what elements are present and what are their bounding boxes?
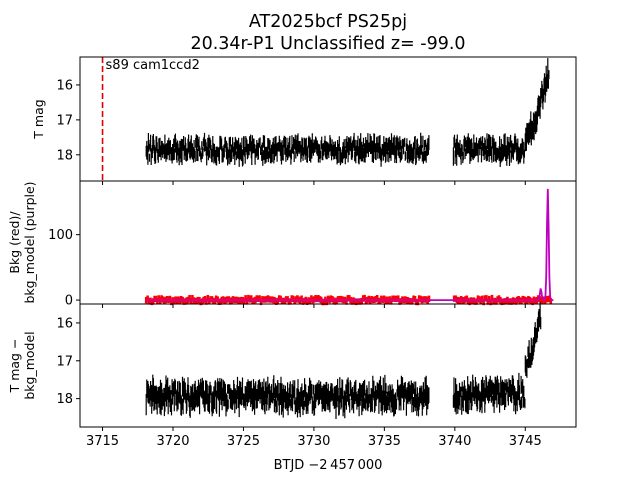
y-tick-label: 100	[48, 228, 73, 243]
y-axis-label: Bkg (red)/	[7, 211, 22, 274]
panel-middle: 0 100 Bkg (red)/bkg_model (purple)	[7, 180, 577, 309]
y-tick-label: 0	[65, 294, 73, 309]
y-tick-label: 18	[56, 392, 73, 407]
axes-frame-bottom	[79, 303, 577, 428]
x-tick-label: 3725	[227, 434, 260, 449]
panel-top: s89 cam1ccd2 16 17 18 T mag	[31, 56, 577, 185]
y-tick-label: 16	[56, 78, 73, 93]
errorbar-segment-2	[452, 372, 526, 415]
y-axis-label: T mag	[31, 99, 46, 139]
errorbar-segment-2	[452, 133, 526, 167]
x-tick-label: 3735	[368, 434, 401, 449]
figure-title-line2: 20.34r-P1 Unclassified z= -99.0	[190, 34, 465, 54]
y-axis-label: T mag −	[7, 339, 22, 394]
bkg-model-series	[146, 188, 554, 302]
errorbar-segment-3	[524, 58, 550, 152]
y-axis-label: bkg_model (purple)	[22, 181, 37, 303]
series-top	[145, 58, 550, 167]
x-tick-label: 3730	[297, 434, 330, 449]
x-tick-label: 3745	[509, 434, 542, 449]
errorbar-segment-1	[145, 132, 430, 167]
y-tick-label: 17	[56, 113, 73, 128]
y-tick-label: 17	[56, 354, 73, 369]
y-axis-label: bkg_model	[22, 331, 37, 399]
y-tick-label: 18	[56, 148, 73, 163]
sector-annotation: s89 cam1ccd2	[106, 58, 200, 73]
x-tick-label: 3740	[438, 434, 471, 449]
errorbar-segment-3	[524, 302, 542, 378]
x-tick-label: 3715	[86, 434, 119, 449]
panel-bottom: 16 17 18 3715 3720 3725 3730 3735 3740 3745 T mag …	[7, 302, 577, 449]
axes-frame-middle	[79, 180, 577, 305]
y-tick-label: 16	[56, 316, 73, 331]
series-bottom	[145, 302, 542, 419]
x-tick-label: 3720	[156, 434, 189, 449]
errorbar-segment-1	[145, 374, 430, 419]
x-axis-label: BTJD −2 457 000	[274, 458, 383, 473]
figure-title-line1: AT2025bcf PS25pj	[249, 12, 407, 32]
